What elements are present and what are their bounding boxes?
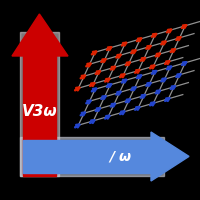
Bar (23, 46, 56, 176)
Polygon shape (151, 132, 189, 181)
Bar (20, 137, 164, 176)
Text: V3ω: V3ω (22, 104, 57, 119)
Text: / ω: / ω (109, 149, 131, 163)
Bar (23, 140, 151, 173)
Bar (20, 32, 59, 176)
Polygon shape (12, 14, 68, 56)
